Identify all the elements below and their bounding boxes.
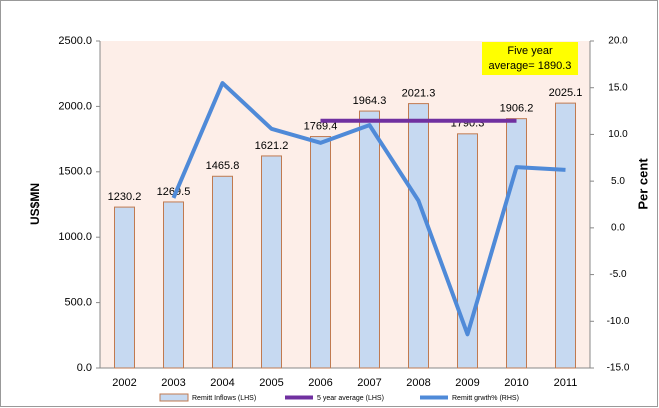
y2-tick-label: 10.0	[608, 129, 628, 140]
data-label: 1964.3	[353, 95, 387, 107]
bar	[408, 103, 429, 369]
data-label: 1269.5	[157, 186, 191, 198]
bar	[457, 133, 478, 369]
bar	[359, 110, 380, 369]
annotation: Five year	[507, 45, 553, 57]
legend-label: Remitt grwth% (RHS)	[452, 395, 519, 402]
y2-tick-label: 5.0	[611, 176, 625, 187]
y-tick-label: 1000.0	[58, 231, 92, 243]
x-tick-label: 2006	[308, 377, 332, 389]
x-tick-label: 2008	[406, 377, 430, 389]
x-tick-label: 2010	[504, 377, 528, 389]
y2-tick-label: -5.0	[609, 269, 627, 280]
bar	[114, 206, 135, 369]
y2-tick-label: -15.0	[607, 363, 630, 374]
y-tick-label: 2000.0	[58, 100, 92, 112]
y-tick-label: 500.0	[64, 297, 92, 309]
y2-tick-label: -10.0	[607, 316, 630, 327]
annotation: average= 1890.3	[489, 60, 572, 72]
bar	[212, 175, 233, 369]
y-tick-label: 2500.0	[58, 35, 92, 47]
legend-label: 5 year average (LHS)	[317, 395, 384, 402]
bar	[310, 136, 331, 369]
data-label: 2021.3	[402, 88, 436, 100]
data-label: 2025.1	[549, 87, 583, 99]
x-tick-label: 2011	[554, 377, 578, 389]
legend-label: Remitt Inflows (LHS)	[192, 395, 256, 402]
y-tick-label: 1500.0	[58, 166, 92, 178]
data-label: 1769.4	[304, 120, 338, 132]
bar	[261, 155, 282, 369]
y2-tick-label: 0.0	[611, 222, 625, 233]
y-tick-label: 0.0	[77, 362, 92, 374]
data-label: 1621.2	[255, 140, 289, 152]
x-tick-label: 2002	[112, 377, 136, 389]
x-tick-label: 2009	[455, 377, 479, 389]
bar	[506, 118, 527, 369]
data-label: 1906.2	[500, 103, 534, 115]
y2-tick-label: 20.0	[608, 36, 628, 47]
bar	[555, 102, 576, 369]
annotation-box	[482, 42, 578, 75]
bar	[163, 201, 184, 369]
x-tick-label: 2004	[210, 377, 234, 389]
y2-tick-label: 15.0	[608, 82, 628, 93]
line	[171, 81, 566, 337]
y-axis-title: US$MN	[28, 183, 42, 225]
x-tick-label: 2003	[161, 377, 185, 389]
legend-swatch	[159, 393, 189, 402]
y2-axis-title: Per cent	[635, 158, 650, 210]
data-label: 1230.2	[108, 191, 142, 203]
x-tick-label: 2005	[259, 377, 283, 389]
x-tick-label: 2007	[357, 377, 381, 389]
data-label: 1465.8	[206, 160, 240, 172]
